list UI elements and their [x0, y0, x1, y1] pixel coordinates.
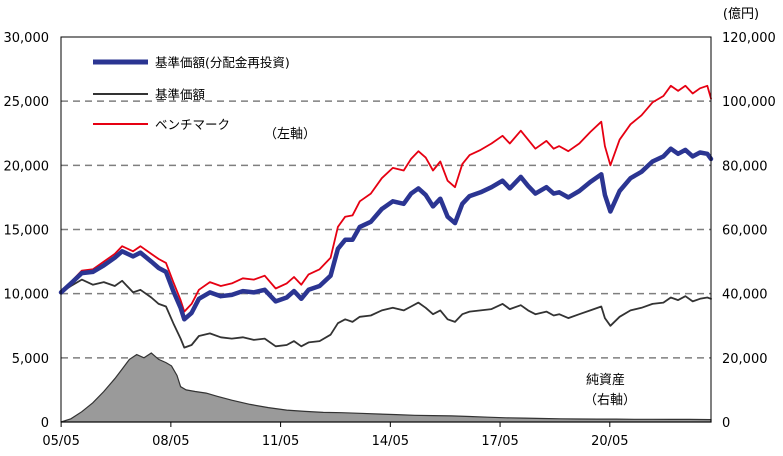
legend-label-reinvested: 基準価額(分配金再投資) [155, 55, 290, 70]
right-axis-ticks: 0 20,000 40,000 60,000 80,000 100,000 120,000 [722, 31, 776, 431]
legend: 基準価額(分配金再投資) 基準価額 ベンチマーク [93, 55, 290, 132]
left-axis-tick-label: 0 [41, 416, 49, 431]
left-axis-tick-label: 30,000 [4, 31, 50, 46]
right-axis-tick-label: 20,000 [722, 352, 768, 367]
series-line-benchmark [60, 84, 712, 313]
right-axis-tick-label: 0 [722, 416, 730, 431]
series-net-assets-area [60, 352, 712, 423]
x-axis-tick-label: 14/05 [372, 434, 409, 449]
left-axis-tick-label: 15,000 [4, 224, 50, 239]
right-axis-tick-label: 40,000 [722, 288, 768, 303]
left-axis-tick-label: 5,000 [12, 352, 49, 367]
right-axis-tick-label: 100,000 [722, 95, 776, 110]
grid-lines [61, 100, 711, 359]
net-assets-area [60, 352, 712, 423]
legend-label-benchmark: ベンチマーク [155, 117, 230, 132]
left-axis-ticks: 0 5,000 10,000 15,000 20,000 25,000 30,000 [4, 31, 50, 431]
right-axis-tick-label: 60,000 [722, 224, 768, 239]
right-axis-tick-label: 80,000 [722, 159, 768, 174]
left-axis-tick-label: 10,000 [4, 288, 50, 303]
legend-label-nav: 基準価額 [155, 87, 206, 102]
right-axis-unit-label: (億円) [723, 6, 759, 22]
plot-frame [60, 36, 712, 423]
x-axis-tick-label: 11/05 [262, 434, 299, 449]
x-axis-tick-label: 08/05 [152, 434, 189, 449]
left-axis-note: （左軸） [264, 127, 316, 142]
net-assets-label: 純資産 [586, 372, 625, 388]
x-axis-tick-label: 05/05 [42, 434, 79, 449]
x-axis-tick-label: 17/05 [481, 434, 518, 449]
x-axis-tick-label: 20/05 [591, 434, 628, 449]
series-lines [58, 84, 714, 349]
left-axis-tick-label: 25,000 [4, 95, 50, 110]
x-axis-ticks: 05/05 08/05 11/05 14/05 17/05 20/05 [42, 422, 629, 449]
series-line-nav [60, 278, 712, 349]
left-axis-tick-label: 20,000 [4, 159, 50, 174]
right-axis-tick-label: 120,000 [722, 31, 776, 46]
series-line-reinvested [58, 146, 714, 322]
net-assets-axis-note: （右軸） [584, 393, 636, 408]
